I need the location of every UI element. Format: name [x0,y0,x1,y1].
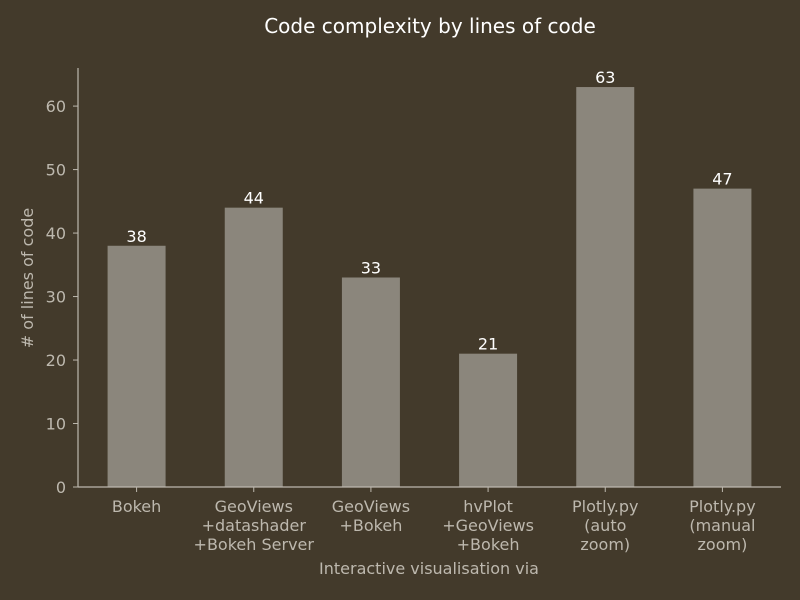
x-tick-label-line: zoom) [580,535,630,554]
bar-value-label: 33 [361,259,381,278]
bar-value-label: 47 [712,170,732,189]
bar [107,245,166,487]
x-tick-label-line: +GeoViews [442,516,534,535]
y-tick-label: 60 [46,97,66,116]
bar [693,188,752,487]
bar [341,277,400,487]
x-tick-label-line: zoom) [698,535,748,554]
bar [576,87,635,487]
x-tick-label: hvPlot +GeoViews +Bokeh [442,497,534,554]
x-tick-label-line: GeoViews [332,497,410,516]
x-tick-label-line: +Bokeh [457,535,520,554]
bar-value-label: 44 [244,189,264,208]
y-axis-label: # of lines of code [18,208,37,348]
y-tick-label: 50 [46,161,66,180]
x-tick-label-line: +Bokeh [339,516,402,535]
x-tick-label: Plotly.py (auto zoom) [572,497,639,554]
bar-value-label: 63 [595,68,615,87]
x-tick-label-line: Plotly.py [689,497,756,516]
y-tick-label: 0 [56,478,66,497]
y-tick-label: 20 [46,351,66,370]
x-tick-label: Bokeh [112,497,161,516]
x-tick-label-line: Plotly.py [572,497,639,516]
bar-value-label: 21 [478,335,498,354]
y-tick-label: 10 [46,415,66,434]
y-tick-label: 30 [46,288,66,307]
x-tick-label-line: (auto [584,516,626,535]
x-tick-label: Plotly.py (manual zoom) [689,497,756,554]
bar [459,353,518,487]
x-tick-label-line: GeoViews [215,497,293,516]
x-tick-label: GeoViews +datashader +Bokeh Server [194,497,315,554]
x-tick-label: GeoViews +Bokeh [332,497,410,535]
x-tick-label-line: +datashader [202,516,307,535]
x-tick-label-line: Bokeh [112,497,161,516]
bar [224,207,283,487]
x-tick-label-line: (manual [689,516,755,535]
x-axis-label: Interactive visualisation via [319,559,539,578]
chart-title: Code complexity by lines of code [264,14,596,38]
x-tick-label-line: hvPlot [463,497,513,516]
x-tick-label-line: +Bokeh Server [194,535,315,554]
bar-value-label: 38 [126,227,146,246]
y-tick-label: 40 [46,224,66,243]
